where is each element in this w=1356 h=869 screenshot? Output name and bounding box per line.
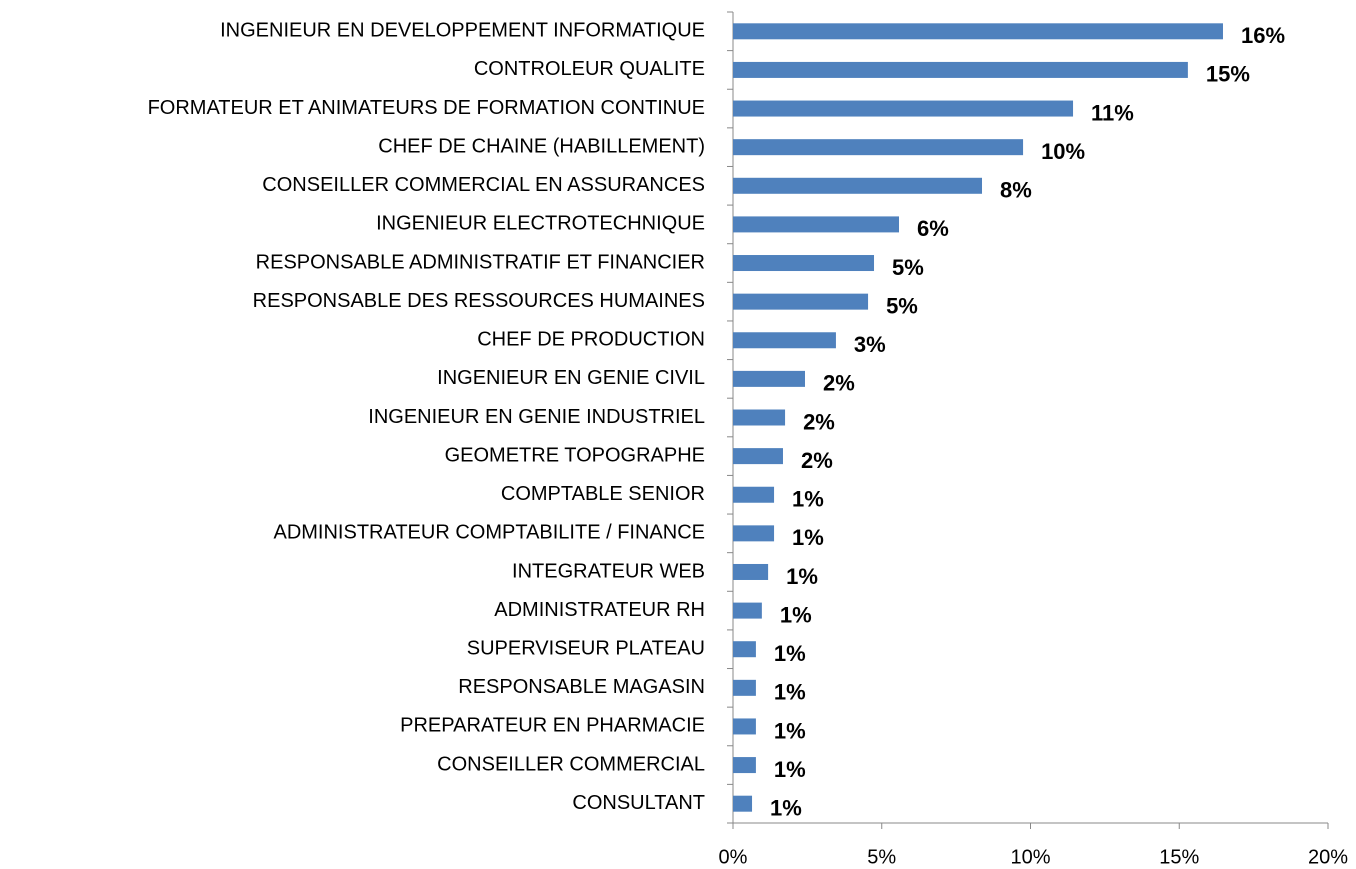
value-label: 15% [1206,62,1250,87]
bar [733,795,753,812]
x-tick-label: 0% [719,846,748,868]
y-tick-label: ADMINISTRATEUR COMPTABILITE / FINANCE [273,522,705,544]
value-label: 6% [917,216,949,241]
value-label: 2% [823,371,855,396]
y-tick-label: RESPONSABLE DES RESSOURCES HUMAINES [253,290,705,312]
bar [733,139,1024,156]
value-label: 1% [792,487,824,512]
value-label: 1% [780,602,812,627]
y-tick-label: CHEF DE PRODUCTION [477,329,705,351]
y-tick-label: CONTROLEUR QUALITE [474,58,705,80]
x-tick-label: 10% [1010,846,1050,868]
y-tick-label: GEOMETRE TOPOGRAPHE [445,444,705,466]
value-label: 11% [1091,100,1134,125]
bar [733,525,775,542]
value-label: 1% [774,680,806,705]
value-label: 5% [892,255,924,280]
bar [733,332,836,349]
y-tick-label: RESPONSABLE MAGASIN [458,676,705,698]
value-label: 5% [886,293,918,318]
y-tick-label: INGENIEUR EN DEVELOPPEMENT INFORMATIQUE [220,20,705,42]
y-tick-label: CONSULTANT [572,792,705,814]
bar [733,177,983,194]
value-label: 1% [786,564,818,589]
bar [733,448,783,465]
x-tick-label: 20% [1308,846,1348,868]
value-label: 1% [774,718,806,743]
bar [733,293,869,310]
y-tick-label: RESPONSABLE ADMINISTRATIF ET FINANCIER [256,251,705,273]
bar [733,61,1188,78]
y-tick-label: COMPTABLE SENIOR [501,483,705,505]
bar [733,718,756,735]
value-label: 1% [774,757,806,782]
bar [733,757,756,774]
bar [733,255,875,272]
x-tick-label: 15% [1159,846,1199,868]
value-label: 2% [803,409,835,434]
y-tick-label: CHEF DE CHAINE (HABILLEMENT) [378,135,705,157]
y-tick-label: CONSEILLER COMMERCIAL EN ASSURANCES [262,174,705,196]
y-tick-label: PREPARATEUR EN PHARMACIE [400,715,705,737]
bar [733,563,769,580]
y-tick-label: SUPERVISEUR PLATEAU [467,637,705,659]
value-label: 3% [854,332,886,357]
y-tick-label: ADMINISTRATEUR RH [494,599,705,621]
value-label: 16% [1241,23,1285,48]
y-tick-label: CONSEILLER COMMERCIAL [437,753,705,775]
bar [733,370,805,387]
y-tick-label: INGENIEUR EN GENIE CIVIL [437,367,705,389]
bar [733,602,762,619]
value-label: 1% [770,796,802,821]
bar [733,486,775,503]
y-tick-label: INTEGRATEUR WEB [512,560,705,582]
value-label: 10% [1041,139,1085,164]
bar [733,23,1223,40]
y-tick-label: FORMATEUR ET ANIMATEURS DE FORMATION CON… [148,97,705,119]
bar [733,409,786,426]
value-label: 2% [801,448,833,473]
x-tick-label: 5% [867,846,896,868]
value-label: 1% [792,525,824,550]
bar [733,679,756,696]
value-label: 8% [1000,178,1032,203]
value-label: 1% [774,641,806,666]
y-tick-label: INGENIEUR EN GENIE INDUSTRIEL [368,406,705,428]
bar [733,641,756,658]
bar [733,100,1074,117]
y-tick-label: INGENIEUR ELECTROTECHNIQUE [376,213,705,235]
bar [733,216,900,233]
